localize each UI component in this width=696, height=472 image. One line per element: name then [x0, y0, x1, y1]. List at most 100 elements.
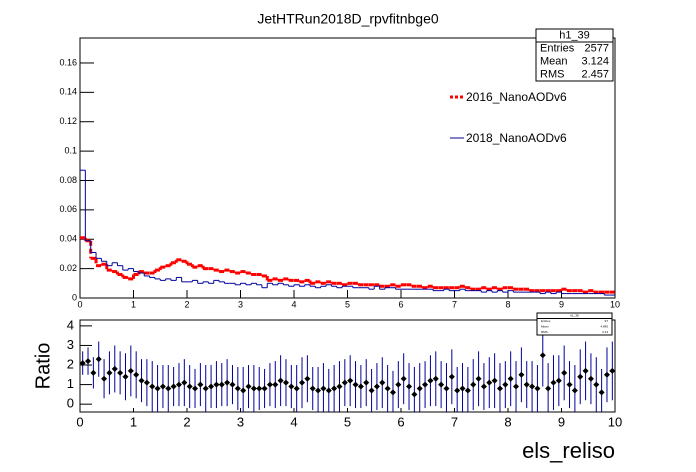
ratio-point [363, 379, 370, 386]
ratio-point [513, 383, 520, 390]
ratio-point [518, 371, 525, 378]
stats-label: Entries [541, 319, 551, 323]
ratio-point [395, 381, 402, 388]
ratio-point [245, 383, 252, 390]
y-tick-label: 0.16 [59, 57, 77, 67]
stats-label: Mean [540, 55, 568, 67]
ratio-point [149, 383, 156, 390]
ratio-point [475, 375, 482, 382]
ratio-point [186, 383, 193, 390]
ratio-point [357, 383, 364, 390]
x-axis-label: els_reliso [522, 438, 615, 463]
y-tick-label: 0.06 [59, 204, 77, 214]
ratio-point [277, 377, 284, 384]
y-tick-label: 0.14 [59, 87, 77, 97]
ratio-point [229, 381, 236, 388]
y-tick-label: 3 [67, 337, 74, 352]
stats-label: RMS [541, 330, 548, 334]
y-axis-label: Ratio [32, 343, 54, 390]
ratio-point [389, 389, 396, 396]
ratio-point [411, 391, 418, 398]
ratio-point [491, 377, 498, 384]
ratio-point [122, 373, 129, 380]
stats-label: Mean [541, 325, 549, 329]
chart-title: JetHTRun2018D_rpvfitnbge0 [257, 11, 439, 27]
ratio-point [566, 381, 573, 388]
ratio-point [502, 381, 509, 388]
ratio-point [234, 385, 241, 392]
ratio-point [181, 379, 188, 386]
x-tick-label: 3 [238, 299, 243, 309]
ratio-point [175, 381, 182, 388]
stats-value: 4.845 [600, 325, 608, 329]
ratio-point [523, 381, 530, 388]
y-tick-label: 1 [67, 376, 74, 391]
x-tick-label: 3 [237, 414, 244, 429]
ratio-point [582, 367, 589, 374]
x-tick-label: 2 [184, 299, 189, 309]
ratio-point [454, 387, 461, 394]
ratio-point [218, 381, 225, 388]
ratio-point [486, 379, 493, 386]
ratio-point [272, 381, 279, 388]
ratio-point [170, 383, 177, 390]
x-tick-label: 9 [559, 299, 564, 309]
ratio-point [256, 385, 263, 392]
x-tick-label: 4 [291, 299, 296, 309]
ratio-point [609, 367, 616, 374]
ratio-point [165, 385, 172, 392]
ratio-point [261, 385, 268, 392]
y-tick-label: 0 [67, 396, 74, 411]
ratio-point [111, 365, 118, 372]
ratio-point [577, 373, 584, 380]
ratio-point [448, 373, 455, 380]
ratio-point [480, 383, 487, 390]
x-tick-label: 1 [131, 299, 136, 309]
ratio-point [138, 377, 145, 384]
ratio-point [79, 360, 86, 367]
x-tick-label: 0 [77, 299, 82, 309]
ratio-point [406, 383, 413, 390]
ratio-point [95, 356, 102, 363]
x-tick-label: 6 [398, 299, 403, 309]
stats-box [535, 28, 614, 82]
stats-label: Entries [540, 42, 575, 54]
ratio-point [561, 369, 568, 376]
y-tick-label: 0.1 [64, 145, 77, 155]
stats-value: 97 [605, 319, 609, 323]
ratio-point [379, 379, 386, 386]
ratio-point [603, 371, 610, 378]
ratio-point [438, 381, 445, 388]
ratio-point [85, 358, 92, 365]
ratio-point [299, 379, 306, 386]
ratio-point [400, 375, 407, 382]
ratio-point [127, 367, 134, 374]
ratio-point [133, 371, 140, 378]
ratio-point [352, 381, 359, 388]
ratio-point [282, 379, 289, 386]
ratio-point [240, 387, 247, 394]
ratio-point [422, 381, 429, 388]
ratio-point [443, 385, 450, 392]
ratio-point [529, 383, 536, 390]
stats-value: 3.13 [602, 330, 608, 334]
x-tick-label: 10 [610, 299, 620, 309]
y-tick-label: 0.02 [59, 263, 77, 273]
legend-label: 2016_NanoAODv6 [466, 90, 567, 104]
x-tick-label: 7 [452, 299, 457, 309]
x-tick-label: 8 [504, 414, 511, 429]
ratio-point [470, 381, 477, 388]
ratio-point [336, 383, 343, 390]
stats-value: 3.124 [581, 55, 609, 67]
stats-name: h1_39 [559, 29, 590, 41]
ratio-point [101, 375, 108, 382]
x-tick-label: 4 [290, 414, 297, 429]
ratio-point [250, 385, 257, 392]
ratio-point [192, 385, 199, 392]
ratio-point [208, 383, 215, 390]
stats-value: 2.457 [581, 68, 609, 80]
ratio-point [384, 385, 391, 392]
legend-label: 2018_NanoAODv6 [466, 131, 567, 145]
ratio-point [427, 377, 434, 384]
ratio-point [143, 379, 150, 386]
